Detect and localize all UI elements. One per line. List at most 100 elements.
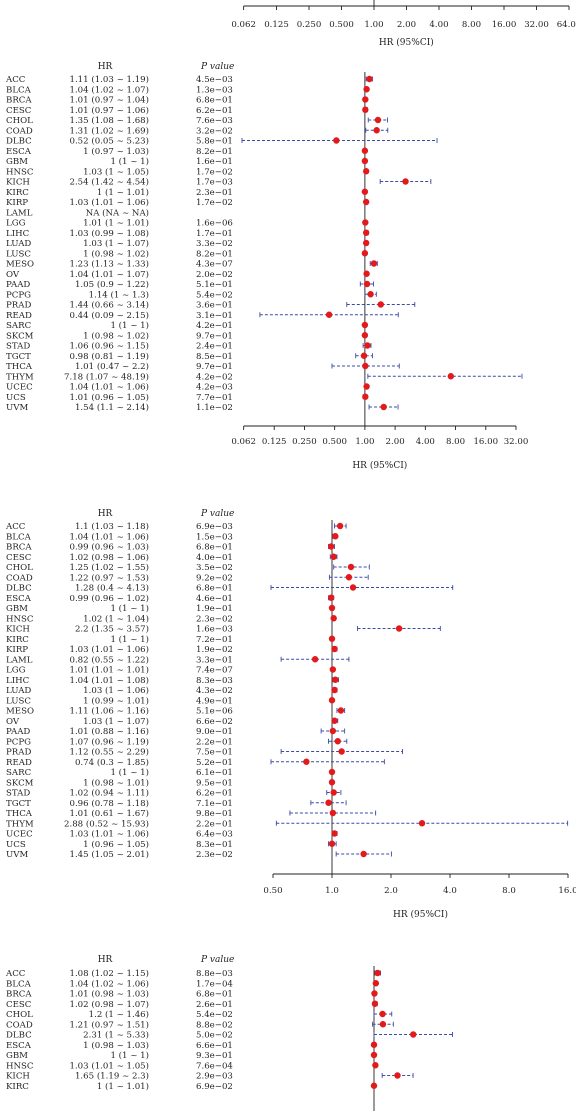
cancer-label: PRAD	[6, 748, 31, 758]
cancer-label: PAAD	[6, 280, 30, 290]
cancer-label: UCEC	[6, 383, 33, 393]
hr-point	[328, 604, 336, 612]
hr-ci-text: 1.03 (1.01 ~ 1.06)	[69, 197, 149, 208]
cancer-label: TGCT	[6, 352, 31, 362]
hr-ci-text: 1.03 (1.01 ~ 1.06)	[69, 644, 149, 655]
p-value-text: 3.5e−02	[196, 563, 233, 573]
p-value-text: 2.2e−01	[196, 819, 233, 829]
hr-point	[330, 789, 337, 796]
x-tick-label: 16.00	[492, 20, 517, 30]
p-value-text: 8.3e−03	[196, 676, 233, 686]
p-value-text: 1.7e−04	[196, 979, 233, 989]
hr-ci-text: 1.2 (1 ~ 1.46)	[89, 1009, 149, 1020]
p-value-text: 4.2e−03	[196, 383, 233, 393]
cancer-label: UVM	[6, 403, 28, 413]
table-row: READ 0.44 (0.09 ~ 2.15) 3.1e−01	[6, 310, 399, 321]
x-tick-label: 0.062	[231, 20, 256, 30]
table-row: STAD 1.06 (0.96 ~ 1.15) 2.4e−01	[6, 341, 372, 352]
hr-point	[361, 321, 369, 329]
x-tick-label: 4.0	[443, 886, 457, 896]
hr-point	[332, 533, 339, 540]
cancer-label: OV	[6, 717, 20, 727]
hr-ci-text: 1 (0.98 ~ 1.03)	[83, 1040, 149, 1051]
x-axis-label: HR (95%CI)	[379, 37, 434, 48]
hr-ci-text: 1.01 (0.97 ~ 1.06)	[69, 105, 149, 116]
p-value-text: 4.2e−02	[196, 372, 233, 382]
p-value-text: 7.4e−07	[196, 666, 233, 676]
hr-point	[362, 362, 369, 370]
hr-ci-text: 1.02 (0.98 ~ 1.06)	[69, 552, 149, 563]
hr-point	[362, 198, 370, 206]
hr-ci-text: 0.99 (0.96 ~ 1.03)	[69, 542, 149, 553]
hr-point	[361, 332, 369, 339]
hr-ci-text: 1 (1 ~ 1.01)	[97, 187, 149, 198]
cancer-label: KIRC	[6, 1082, 29, 1092]
hr-point	[338, 748, 345, 755]
hr-point	[363, 383, 370, 390]
hr-ci-text: 1.04 (1.01 ~ 1.06)	[69, 531, 149, 542]
x-tick-label: 32.00	[504, 437, 529, 447]
hr-point	[363, 270, 370, 277]
p-value-text: 1.9e−02	[196, 645, 233, 655]
p-value-text: 1.7e−02	[196, 167, 233, 177]
table-row: UCEC 1.03 (1.01 ~ 1.06) 6.4e−03	[6, 829, 338, 840]
cancer-label: READ	[6, 758, 32, 768]
hr-ci-text: 2.31 (1 ~ 5.33)	[83, 1030, 149, 1041]
hr-point	[303, 758, 310, 765]
hr-ci-text: 1 (1 ~ 1)	[110, 767, 149, 778]
hr-ci-text: 2.2 (1.35 ~ 3.57)	[75, 624, 149, 635]
cancer-label: COAD	[6, 126, 33, 136]
hr-ci-text: 1.54 (1.1 ~ 2.14)	[75, 402, 149, 413]
cancer-label: OV	[6, 270, 20, 280]
hr-ci-text: 1 (1 ~ 1.01)	[97, 1081, 149, 1092]
hr-point	[331, 686, 338, 694]
hr-point	[372, 1062, 379, 1069]
table-row: BRCA 1.01 (0.97 ~ 1.04) 6.8e−01	[6, 95, 369, 106]
cancer-label: LUAD	[6, 239, 31, 249]
cancer-label: GBM	[6, 1051, 28, 1061]
p-value-text: 3.1e−01	[196, 311, 233, 321]
cancer-label: TGCT	[6, 799, 31, 809]
table-row: CESC 1.02 (0.98 ~ 1.07) 2.6e−01	[6, 999, 379, 1010]
cancer-label: SARC	[6, 321, 32, 331]
hr-ci-text: 1.23 (1.13 ~ 1.33)	[69, 259, 149, 270]
cancer-label: SKCM	[6, 331, 34, 341]
hr-ci-text: 0.52 (0.05 ~ 5.23)	[69, 136, 149, 147]
table-row: CHOL 1.35 (1.08 ~ 1.68) 7.6e−03	[6, 115, 388, 126]
p-value-text: 9.7e−01	[196, 331, 233, 341]
table-row: LUAD 1.03 (1 ~ 1.06) 4.3e−02	[6, 685, 338, 696]
p-value-text: 8.8e−02	[196, 1020, 233, 1030]
cancer-label: KIRC	[6, 188, 29, 198]
p-value-text: 3.3e−01	[196, 655, 233, 665]
hr-ci-text: 1.01 (0.47 ~ 2.2)	[75, 361, 149, 372]
hr-point	[372, 980, 380, 987]
table-row: CESC 1.01 (0.97 ~ 1.06) 6.2e−01	[6, 105, 369, 116]
p-value-text: 5.8e−01	[196, 137, 233, 147]
x-tick-label: 0.125	[262, 437, 287, 447]
hr-point	[329, 666, 337, 673]
hr-point	[394, 1072, 401, 1079]
hr-ci-text: 1.07 (0.96 ~ 1.19)	[69, 736, 149, 747]
table-row: CESC 1.02 (0.98 ~ 1.06) 4.0e−01	[6, 552, 338, 563]
cancer-label: BLCA	[6, 532, 32, 542]
p-value-text: 1.6e−01	[196, 157, 233, 167]
hr-point	[374, 116, 382, 124]
x-tick-label: 2.00	[397, 20, 416, 30]
hr-ci-text: 7.18 (1.07 ~ 48.19)	[64, 371, 149, 382]
hr-ci-text: 0.98 (0.81 ~ 1.19)	[69, 351, 149, 362]
table-row: SARC 1 (1 ~ 1) 6.1e−01	[6, 767, 336, 778]
cancer-label: STAD	[6, 789, 30, 799]
hr-point	[334, 738, 341, 745]
hr-ci-text: 0.96 (0.78 ~ 1.18)	[69, 798, 149, 809]
hr-ci-text: 1 (0.98 ~ 1.02)	[83, 330, 149, 341]
hr-ci-text: 1.01 (0.96 ~ 1.05)	[69, 392, 149, 403]
p-value-text: 2.4e−01	[196, 342, 233, 352]
hr-ci-text: 1.03 (1 ~ 1.07)	[83, 238, 149, 249]
table-row: LGG 1.01 (1 ~ 1.01) 1.6e−06	[6, 218, 369, 229]
cancer-label: ESCA	[6, 1041, 32, 1051]
hr-ci-text: 1 (0.96 ~ 1.05)	[83, 839, 149, 850]
hr-ci-text: 1.1 (1.03 ~ 1.18)	[75, 521, 149, 532]
p-value-text: 6.8e−01	[196, 543, 233, 553]
p-value-text: 5.0e−02	[196, 1031, 233, 1041]
table-row: ACC 1.08 (1.02 ~ 1.15) 8.8e−03	[5, 968, 382, 979]
